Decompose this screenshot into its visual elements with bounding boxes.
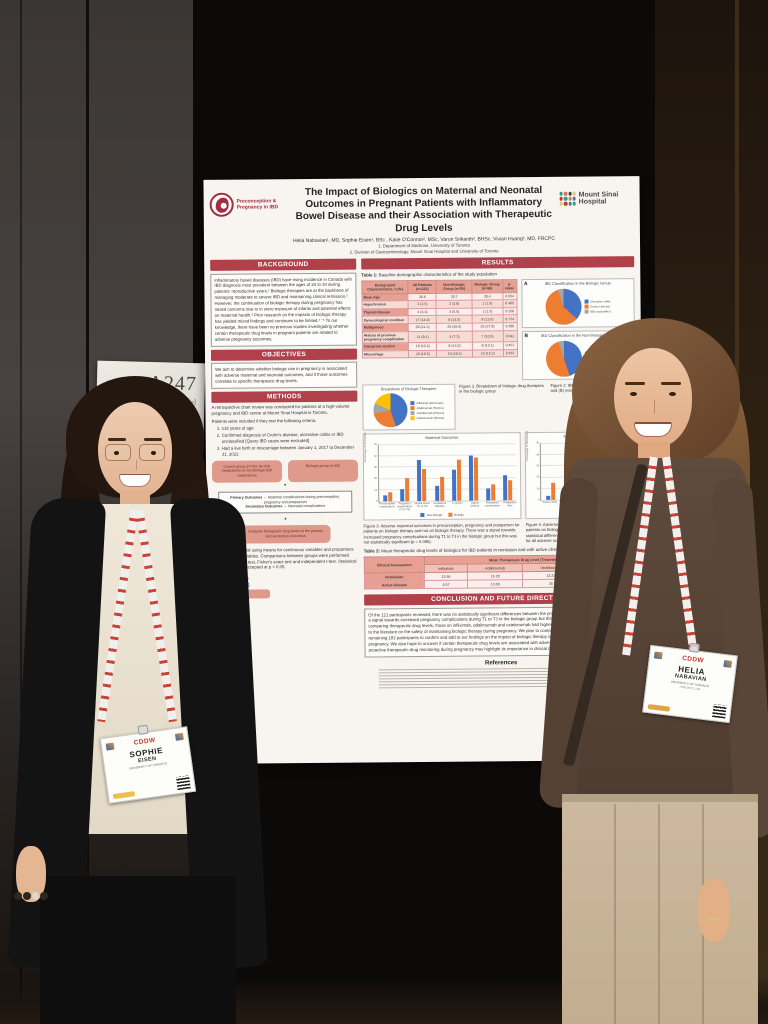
bar: [491, 484, 496, 501]
bead-bracelet: [14, 892, 48, 902]
biologic-therapies-pie-panel: Breakdown of Biologic Therapies Inflixim…: [362, 383, 456, 431]
ring: [708, 918, 718, 921]
biologic-therapies-pie: [373, 393, 408, 428]
background-section-header: BACKGROUND: [210, 258, 357, 271]
face: [614, 348, 692, 448]
qr-code: [175, 775, 191, 791]
badge-ribbon: [647, 704, 671, 712]
background-text: Inflammatory bowel diseases (IBD) have r…: [210, 272, 357, 347]
poster-title: The Impact of Biologics on Maternal and …: [295, 184, 552, 234]
legend-item: Ustekinumab (Stelara): [410, 416, 444, 421]
bar-group: [383, 444, 393, 502]
bar: [417, 460, 422, 502]
pie-A-legend: Ulcerative colitis Crohn's disease IBD unc…: [584, 298, 610, 314]
badge-clip: [137, 724, 149, 735]
badge-art: [174, 732, 184, 741]
preconception-pregnancy-ibd-logo: Preconception & Pregnancy in IBD: [209, 184, 288, 217]
bar: [456, 459, 461, 501]
figure3-caption: Figure 3: Adverse maternal outcomes in p…: [363, 521, 520, 545]
legend-item: Crohn's disease: [584, 304, 610, 309]
table1-baseline-demographics: Background Characteristics, n (%) All Pa…: [361, 279, 518, 359]
face: [98, 402, 172, 498]
badge-art: [105, 742, 115, 751]
figure1-caption: Figure 1: Breakdown of biologic drug the…: [459, 382, 544, 394]
maternal-outcomes-chart: Maternal Outcomes Percentage of particip…: [362, 432, 522, 521]
smile: [119, 474, 151, 487]
fig1-pie-legend: Infliximab (Remicade) Adalimumab (Humira)…: [410, 400, 444, 421]
bar-group: [400, 444, 410, 502]
series-legend-item: Non-biologic: [420, 513, 442, 517]
smile: [634, 422, 672, 437]
badge-art: [723, 659, 733, 668]
poster-title-block: The Impact of Biologics on Maternal and …: [292, 182, 557, 257]
bar-group: [503, 443, 513, 501]
logo-left-line2: Pregnancy in IBD: [236, 204, 279, 211]
bar: [508, 479, 513, 501]
legend-item: IBD unclassified: [584, 309, 610, 314]
results-section-header: RESULTS: [361, 256, 635, 270]
mosaic-icon: [559, 192, 576, 207]
bar: [503, 475, 508, 501]
bar: [434, 486, 439, 502]
bar: [400, 488, 405, 502]
bar: [422, 469, 427, 502]
fig1-pie-title: Breakdown of Biologic Therapies: [380, 386, 437, 392]
mount-sinai-hospital-logo: Mount Sinai Hospital: [559, 181, 633, 207]
bar: [486, 488, 491, 501]
bar: [383, 495, 388, 502]
bar-group: [486, 444, 496, 501]
conference-badge-helia: CDDW HELIA NABAVIAN UNIVERSITY OF TORONT…: [642, 642, 738, 724]
badge-clip: [688, 642, 700, 653]
bar-group: [417, 444, 427, 502]
series-legend-item: Biologic: [448, 512, 464, 517]
table-row: Miscarriage 20 (16.5) 10 (18.2) 10 (15.2) 0.…: [362, 349, 518, 359]
flow-compare-levels-box: Compare therapeutic drug levels to the p…: [240, 525, 331, 544]
legend-item: Vedolizumab (Entyvio): [410, 411, 444, 416]
objectives-section-header: OBJECTIVES: [210, 348, 358, 361]
bar-group: [434, 444, 444, 502]
flow-primary-text: → Maternal complications during preconce…: [263, 494, 341, 505]
hand: [698, 878, 730, 942]
table1-title: Table 1: Baseline demographic characteri…: [361, 270, 497, 278]
badge-ribbon: [112, 791, 136, 800]
bar-group: [468, 444, 479, 501]
badge-art: [653, 650, 663, 659]
legend-item: Ulcerative colitis: [584, 299, 610, 304]
poster-header: Preconception & Pregnancy in IBD The Imp…: [209, 181, 635, 257]
flow-secondary-text: → Neonatal complications: [283, 504, 326, 509]
conference-badge-sophie: CDDW SOPHIE EISEN UNIVERSITY OF TORONTO: [99, 724, 197, 804]
logo-right-line2: Hospital: [578, 198, 607, 206]
legend-item: Adalimumab (Humira): [410, 406, 444, 411]
mother-figure-icon: [209, 192, 234, 217]
cddw-logo: CDDW: [681, 654, 705, 664]
bar: [468, 455, 474, 501]
bar: [405, 478, 410, 502]
pie-A-title: IBD Classification in the Biologic Group: [544, 281, 611, 287]
legend-item: Infliximab (Remicade): [410, 401, 444, 406]
black-skirt: [40, 876, 236, 1024]
person-left-sophie: CDDW SOPHIE EISEN UNIVERSITY OF TORONTO: [7, 376, 269, 1024]
bar: [473, 457, 479, 501]
cddw-logo: CDDW: [133, 736, 156, 747]
bar: [388, 492, 393, 502]
table1-container: Background Characteristics, n (%) All Pa…: [361, 279, 518, 381]
bar: [439, 477, 444, 502]
bar: [451, 470, 456, 501]
flow-biologic-group-box: Biologic group (n=66): [287, 459, 359, 482]
bar-group: [451, 444, 461, 501]
qr-code: [712, 704, 727, 719]
person-right-helia: CDDW HELIA NABAVIAN UNIVERSITY OF TORONT…: [538, 318, 768, 1024]
